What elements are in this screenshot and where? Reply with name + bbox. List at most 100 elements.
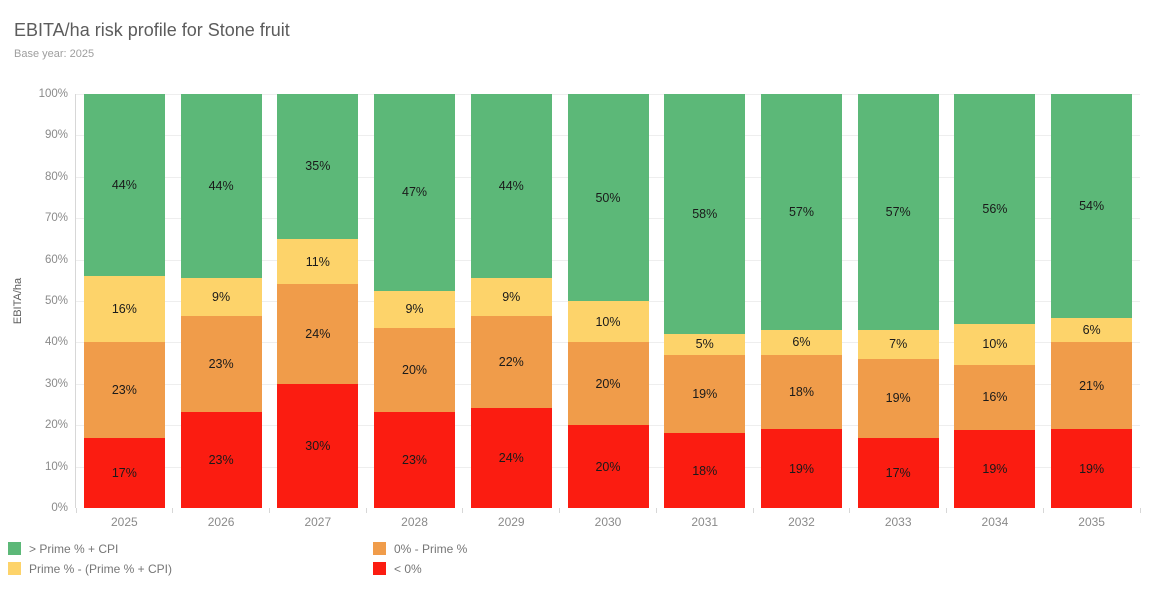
bar-segment-label: 50% [595, 190, 621, 205]
legend-label: > Prime % + CPI [29, 541, 119, 556]
x-tick-label: 2029 [497, 515, 525, 529]
bar-segment[interactable]: 17% [857, 437, 939, 508]
bar-segment[interactable]: 19% [1051, 429, 1133, 508]
bar-segment[interactable]: 20% [374, 328, 456, 412]
bar-segment[interactable]: 10% [567, 301, 649, 343]
y-tick-label: 20% [44, 419, 68, 432]
legend-swatch [8, 562, 21, 575]
bar-segment[interactable]: 11% [277, 238, 359, 285]
bar-segment[interactable]: 23% [83, 342, 165, 438]
bar-segment[interactable]: 50% [567, 94, 649, 301]
bar-segment[interactable]: 54% [1051, 94, 1133, 318]
bar-segment[interactable]: 7% [857, 329, 939, 359]
bar-segment[interactable]: 19% [954, 430, 1036, 508]
bar-segment[interactable]: 9% [180, 278, 262, 316]
bar-2032[interactable]: 57% 6% 18% 19% [760, 94, 842, 508]
bar-segment-label: 54% [1079, 198, 1105, 213]
bar-2025[interactable]: 44% 16% 23% 17% [83, 94, 165, 508]
bar-2031[interactable]: 58% 5% 19% 18% [664, 94, 746, 508]
bar-segment[interactable]: 57% [760, 94, 842, 330]
legend-label: Prime % - (Prime % + CPI) [29, 561, 173, 576]
x-tick-label: 2026 [207, 515, 235, 529]
legend-item[interactable]: > Prime % + CPI [8, 541, 172, 556]
bar-segment[interactable]: 17% [83, 437, 165, 508]
bar-segment[interactable]: 16% [954, 364, 1036, 431]
bar-segment[interactable]: 56% [954, 94, 1036, 324]
y-tick-label: 90% [44, 129, 68, 142]
x-tick-label: 2027 [304, 515, 332, 529]
bar-segment[interactable]: 57% [857, 94, 939, 330]
bar-segment-label: 47% [402, 185, 428, 200]
bar-segment[interactable]: 22% [470, 315, 552, 408]
bar-segment[interactable]: 9% [470, 278, 552, 316]
bar-2028[interactable]: 47% 9% 20% 23% [374, 94, 456, 508]
bar-segment[interactable]: 23% [180, 411, 262, 508]
x-tick-label: 2030 [594, 515, 622, 529]
bar-segment[interactable]: 6% [1051, 317, 1133, 343]
bar-segment[interactable]: 58% [664, 94, 746, 335]
bar-segment[interactable]: 20% [567, 425, 649, 508]
bar-segment[interactable]: 16% [83, 276, 165, 343]
x-axis-tick [268, 508, 270, 513]
bar-segment-label: 10% [982, 337, 1008, 352]
bar-segment-label: 23% [402, 452, 428, 467]
bar-segment-label: 21% [1079, 378, 1105, 393]
bar-segment[interactable]: 10% [954, 323, 1036, 365]
bar-segment[interactable]: 23% [374, 411, 456, 508]
y-tick-label: 50% [44, 295, 68, 307]
legend-label: 0% - Prime % [394, 541, 468, 556]
bar-2026[interactable]: 44% 9% 23% 23% [180, 94, 262, 508]
bar-2033[interactable]: 57% 7% 19% 17% [857, 94, 939, 508]
bar-segment-label: 6% [1082, 322, 1101, 337]
bar-segment[interactable]: 21% [1051, 342, 1133, 430]
bar-segment[interactable]: 30% [277, 383, 359, 508]
bar-segment[interactable]: 47% [374, 94, 456, 291]
y-tick-label: 80% [44, 170, 68, 183]
bar-segment-label: 17% [111, 465, 137, 480]
bar-segment[interactable]: 44% [83, 94, 165, 277]
bar-segment-label: 18% [692, 463, 718, 478]
legend-column: 0% - Prime % < 0% [373, 541, 468, 576]
bar-segment[interactable]: 18% [760, 354, 842, 430]
bar-segment[interactable]: 5% [664, 334, 746, 355]
bar-segment[interactable]: 44% [470, 94, 552, 278]
bar-segment[interactable]: 19% [760, 429, 842, 508]
y-tick-label: 60% [44, 253, 68, 266]
bar-2030[interactable]: 50% 10% 20% 20% [567, 94, 649, 508]
x-axis-tick [946, 508, 948, 513]
bar-2029[interactable]: 44% 9% 22% 24% [470, 94, 552, 508]
bar-segment-label: 57% [788, 204, 814, 219]
bar-segment-label: 9% [212, 289, 231, 304]
legend-item[interactable]: Prime % - (Prime % + CPI) [8, 561, 173, 576]
bar-segment-label: 20% [595, 459, 621, 474]
bar-segment[interactable]: 6% [760, 329, 842, 355]
bar-segment-label: 7% [889, 337, 908, 352]
bar-segment[interactable]: 24% [277, 284, 359, 384]
bar-segment[interactable]: 24% [470, 407, 552, 508]
legend-item[interactable]: 0% - Prime % [373, 541, 468, 556]
x-tick-label: 2032 [788, 515, 815, 529]
bar-segment-label: 58% [692, 207, 718, 222]
bar-segment-label: 19% [1079, 461, 1105, 476]
bar-segment[interactable]: 19% [857, 358, 939, 438]
bar-segment-label: 17% [885, 465, 911, 480]
bar-segment[interactable]: 9% [374, 290, 456, 329]
x-axis-tick [462, 508, 464, 513]
bar-segment[interactable]: 20% [567, 342, 649, 426]
bar-segment[interactable]: 18% [664, 433, 746, 508]
bar-segment-label: 24% [498, 450, 524, 465]
x-axis-tick [1042, 508, 1044, 513]
bar-segment[interactable]: 44% [180, 94, 262, 278]
bar-2035[interactable]: 54% 6% 21% 19% [1051, 94, 1133, 508]
legend-column: > Prime % + CPI Prime % - (Prime % + CPI) [8, 541, 173, 576]
x-axis-tick [849, 508, 851, 513]
bar-2034[interactable]: 56% 10% 16% 19% [954, 94, 1036, 508]
y-tick-label: 100% [38, 88, 68, 100]
bar-2027[interactable]: 35% 11% 24% 30% [277, 94, 359, 508]
bar-segment[interactable]: 35% [277, 94, 359, 239]
bar-segment[interactable]: 23% [180, 315, 262, 412]
legend-item[interactable]: < 0% [373, 562, 467, 576]
bar-segment[interactable]: 19% [664, 354, 746, 434]
bar-segment-label: 19% [692, 387, 718, 402]
x-axis-tick [75, 508, 77, 513]
